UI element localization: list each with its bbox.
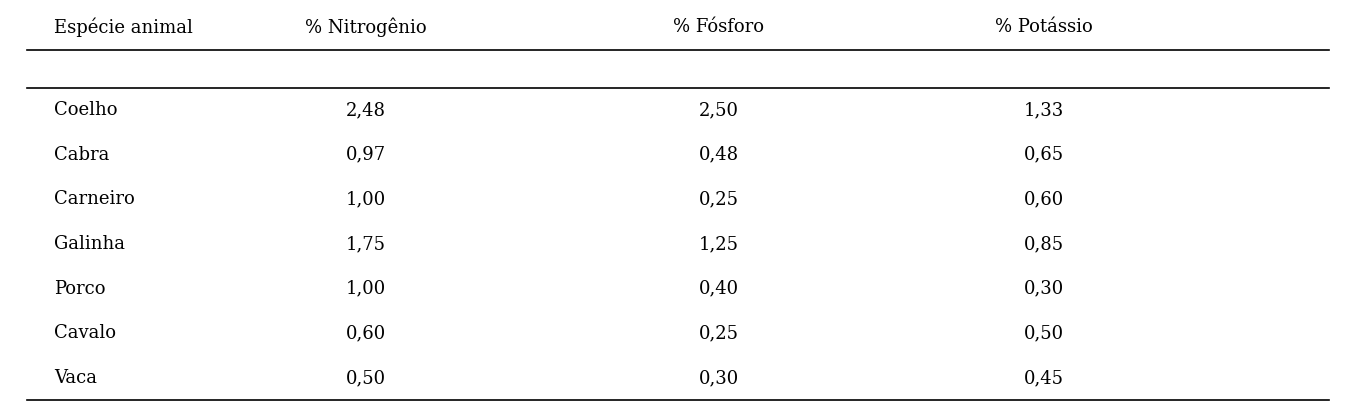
Text: Carneiro: Carneiro — [54, 190, 136, 208]
Text: Galinha: Galinha — [54, 235, 125, 253]
Text: 0,85: 0,85 — [1024, 235, 1064, 253]
Text: 0,25: 0,25 — [698, 190, 739, 208]
Text: Vaca: Vaca — [54, 369, 98, 387]
Text: 1,00: 1,00 — [346, 280, 386, 298]
Text: 1,25: 1,25 — [698, 235, 739, 253]
Text: 0,25: 0,25 — [698, 324, 739, 342]
Text: 0,97: 0,97 — [346, 146, 386, 163]
Text: 0,65: 0,65 — [1024, 146, 1064, 163]
Text: 0,30: 0,30 — [1024, 280, 1064, 298]
Text: Cavalo: Cavalo — [54, 324, 117, 342]
Text: 0,48: 0,48 — [698, 146, 739, 163]
Text: Cabra: Cabra — [54, 146, 110, 163]
Text: 1,33: 1,33 — [1024, 101, 1064, 119]
Text: 1,75: 1,75 — [346, 235, 386, 253]
Text: % Potássio: % Potássio — [995, 18, 1093, 36]
Text: % Nitrogênio: % Nitrogênio — [305, 18, 427, 37]
Text: 0,60: 0,60 — [346, 324, 386, 342]
Text: 0,50: 0,50 — [1024, 324, 1064, 342]
Text: 2,48: 2,48 — [346, 101, 386, 119]
Text: 0,30: 0,30 — [698, 369, 739, 387]
Text: 0,45: 0,45 — [1024, 369, 1064, 387]
Text: 1,00: 1,00 — [346, 190, 386, 208]
Text: 0,50: 0,50 — [346, 369, 386, 387]
Text: Coelho: Coelho — [54, 101, 118, 119]
Text: 0,60: 0,60 — [1024, 190, 1064, 208]
Text: 0,40: 0,40 — [698, 280, 739, 298]
Text: % Fósforo: % Fósforo — [673, 18, 765, 36]
Text: Porco: Porco — [54, 280, 106, 298]
Text: Espécie animal: Espécie animal — [54, 18, 193, 37]
Text: 2,50: 2,50 — [698, 101, 739, 119]
